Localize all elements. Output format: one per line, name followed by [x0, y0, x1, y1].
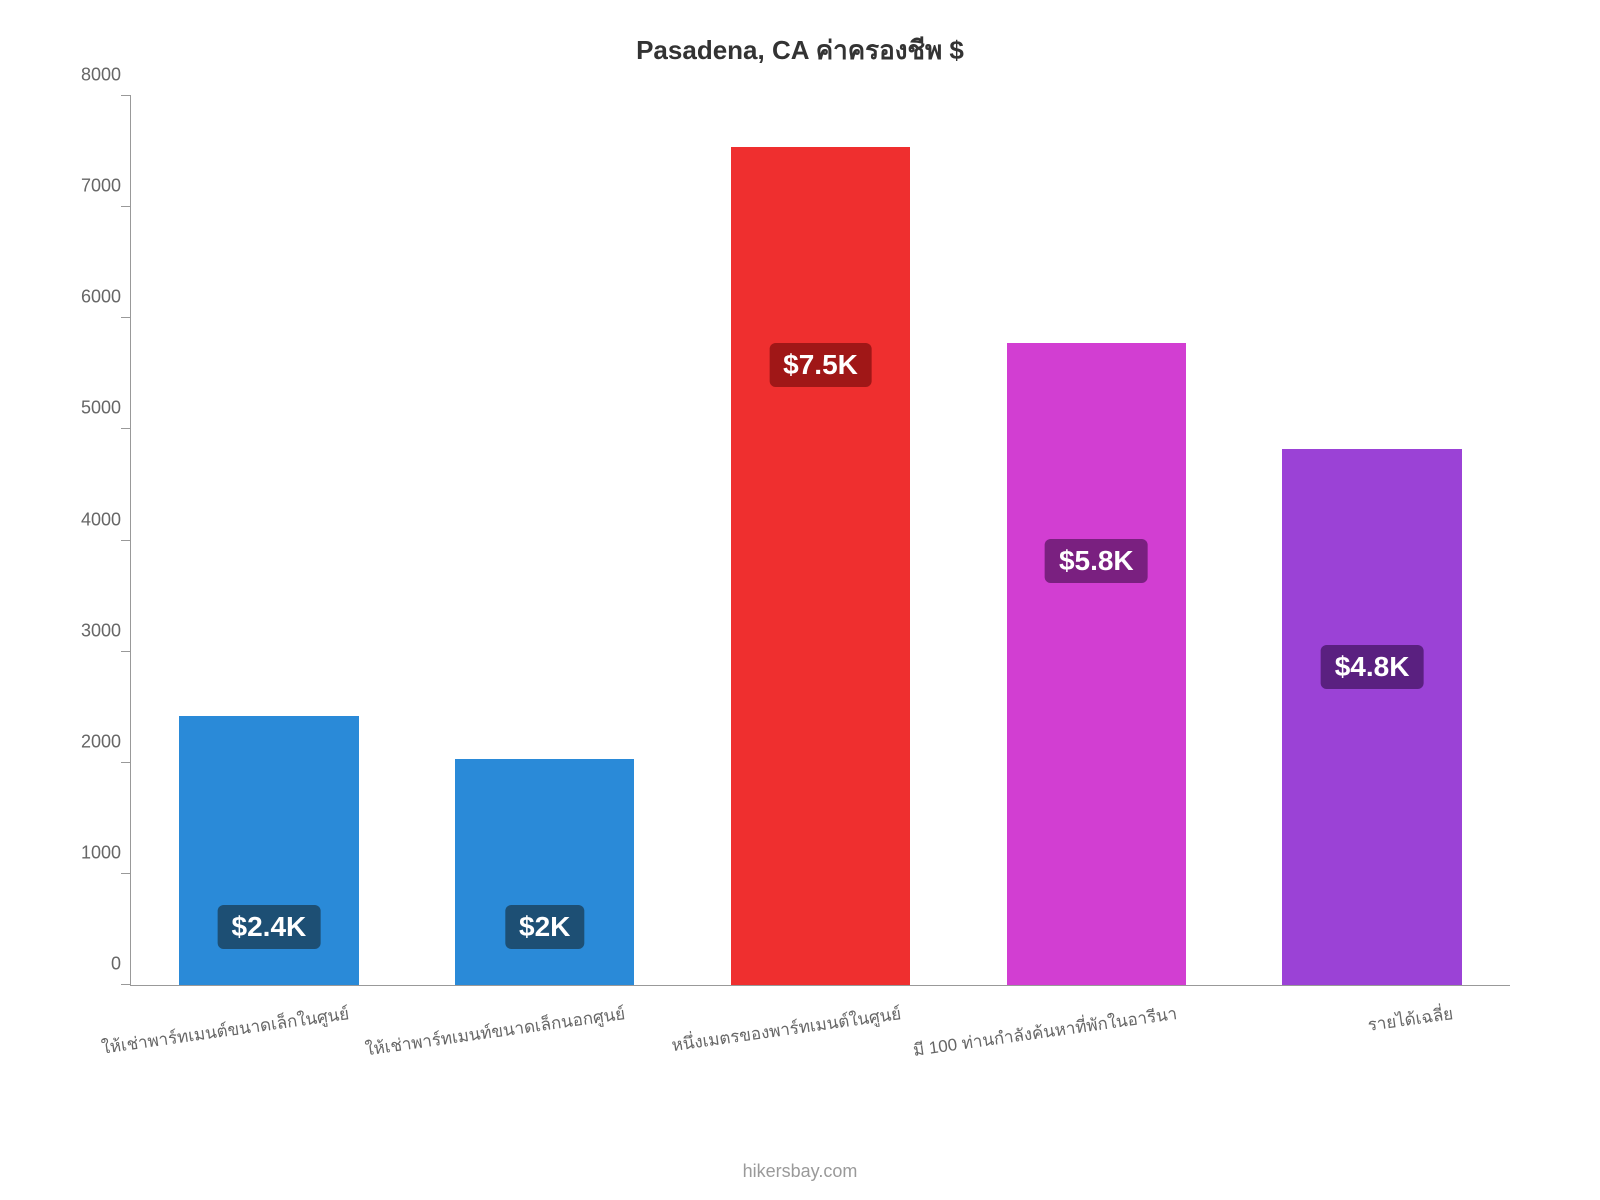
y-axis-tick-label: 1000	[71, 842, 121, 863]
y-axis-tick	[121, 317, 131, 318]
y-axis-tick	[121, 206, 131, 207]
x-axis-label: รายได้เฉลี่ย	[1366, 1000, 1455, 1039]
y-axis-tick-label: 0	[71, 954, 121, 975]
plot-area: $2.4K$2K$7.5K$5.8K$4.8K 0100020003000400…	[130, 96, 1510, 986]
chart-container: Pasadena, CA ค่าครองชีพ $ $2.4K$2K$7.5K$…	[60, 30, 1540, 1130]
y-axis-tick-label: 5000	[71, 398, 121, 419]
y-axis-tick-label: 8000	[71, 65, 121, 86]
y-axis-tick-label: 2000	[71, 731, 121, 752]
y-axis-tick-label: 7000	[71, 176, 121, 197]
x-axis-label: ให้เช่าพาร์ทเมนท์ขนาดเล็กนอกศูนย์	[363, 1000, 626, 1063]
bar	[455, 759, 634, 985]
y-axis-tick	[121, 540, 131, 541]
bar	[1282, 449, 1461, 985]
y-axis-tick	[121, 984, 131, 985]
bar	[731, 147, 910, 985]
y-axis-tick	[121, 651, 131, 652]
x-axis-label: หนึ่งเมตรของพาร์ทเมนต์ในศูนย์	[670, 1000, 903, 1059]
attribution-text: hikersbay.com	[743, 1161, 858, 1182]
bars-area: $2.4K $2K $7.5K $5.8K $4.8K	[131, 96, 1510, 985]
y-axis-tick	[121, 95, 131, 96]
bar-value-badge: $2.4K	[218, 905, 321, 949]
bar-value-badge: $2K	[505, 905, 584, 949]
x-axis-labels: ให้เช่าพาร์ทเมนต์ขนาดเล็กในศูนย์ให้เช่าพ…	[130, 986, 1510, 1106]
y-axis-tick-label: 4000	[71, 509, 121, 530]
y-axis-tick	[121, 428, 131, 429]
y-axis-tick	[121, 762, 131, 763]
bar-value-badge: $7.5K	[769, 343, 872, 387]
x-axis-label: ให้เช่าพาร์ทเมนต์ขนาดเล็กในศูนย์	[99, 1000, 350, 1062]
x-axis-label: มี 100 ท่านกำลังค้นหาที่พักในอารีนา	[911, 1000, 1179, 1064]
y-axis-tick-label: 3000	[71, 620, 121, 641]
chart-title: Pasadena, CA ค่าครองชีพ $	[60, 30, 1540, 71]
bar-value-badge: $4.8K	[1321, 645, 1424, 689]
bar-value-badge: $5.8K	[1045, 539, 1148, 583]
y-axis-tick-label: 6000	[71, 287, 121, 308]
bar	[1007, 343, 1186, 985]
y-axis-tick	[121, 873, 131, 874]
